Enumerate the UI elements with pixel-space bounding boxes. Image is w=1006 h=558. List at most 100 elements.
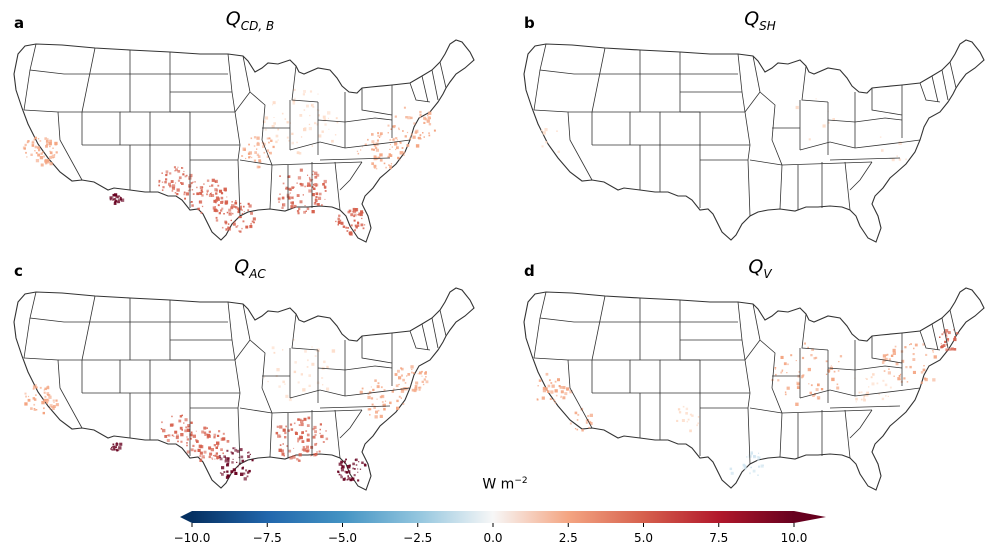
state-border bbox=[849, 161, 873, 191]
flux-dot bbox=[375, 168, 378, 170]
flux-dot bbox=[557, 378, 560, 382]
flux-dot bbox=[397, 369, 400, 373]
state-border bbox=[334, 161, 341, 211]
flux-dot bbox=[345, 471, 348, 474]
flux-dot bbox=[278, 448, 282, 452]
flux-dot bbox=[833, 370, 836, 373]
flux-dot bbox=[396, 406, 400, 410]
colorbar-unit: W m bbox=[482, 476, 515, 493]
flux-dot bbox=[553, 399, 556, 402]
flux-dot bbox=[334, 134, 337, 136]
flux-dot bbox=[174, 430, 178, 434]
flux-dot bbox=[748, 454, 752, 458]
flux-dot bbox=[358, 212, 361, 215]
flux-dot bbox=[280, 449, 284, 453]
flux-dot bbox=[197, 207, 200, 211]
flux-dot bbox=[118, 201, 121, 203]
flux-dot bbox=[110, 448, 112, 450]
flux-dot bbox=[338, 462, 342, 466]
flux-dot bbox=[417, 137, 420, 139]
flux-dot bbox=[119, 196, 122, 198]
flux-dot bbox=[302, 446, 305, 449]
flux-dot bbox=[256, 142, 260, 146]
flux-dot bbox=[328, 128, 330, 130]
flux-dot bbox=[898, 375, 901, 377]
flux-dot bbox=[226, 440, 230, 443]
flux-dot bbox=[865, 377, 867, 380]
flux-dot bbox=[117, 200, 120, 204]
flux-dot bbox=[314, 430, 317, 434]
flux-dot bbox=[953, 329, 954, 331]
colorbar: W m−2 −10.0 −7.5 −5.0 −2.5 0.0 2.5 5.0 7.5 10 bbox=[170, 476, 840, 554]
flux-dot bbox=[569, 422, 572, 425]
flux-dot bbox=[53, 401, 55, 403]
flux-dot bbox=[313, 187, 316, 190]
flux-dot bbox=[284, 383, 286, 385]
flux-dot bbox=[30, 153, 33, 156]
flux-dot bbox=[759, 457, 761, 459]
flux-dot bbox=[258, 165, 261, 169]
flux-dot bbox=[322, 183, 325, 186]
flux-dot bbox=[948, 348, 952, 351]
flux-dot bbox=[284, 431, 287, 435]
flux-dot bbox=[185, 426, 188, 429]
flux-dot bbox=[40, 152, 43, 155]
flux-dot bbox=[248, 470, 251, 473]
flux-dot bbox=[171, 186, 175, 190]
flux-dot bbox=[784, 393, 787, 396]
flux-dot bbox=[171, 184, 176, 188]
flux-dot bbox=[201, 191, 204, 193]
flux-dot bbox=[220, 201, 224, 204]
flux-dot bbox=[301, 448, 305, 451]
flux-dot bbox=[34, 150, 36, 152]
flux-dot bbox=[350, 224, 353, 227]
flux-dot bbox=[220, 209, 223, 212]
flux-dot bbox=[37, 138, 40, 140]
flux-dot bbox=[947, 331, 951, 335]
flux-dot bbox=[226, 449, 229, 452]
flux-dot bbox=[24, 392, 27, 395]
flux-dot bbox=[247, 209, 250, 212]
flux-dot bbox=[262, 142, 266, 146]
flux-dot bbox=[389, 139, 392, 141]
flux-dot bbox=[43, 399, 47, 403]
flux-dot bbox=[249, 225, 253, 229]
flux-dot bbox=[228, 227, 231, 231]
state-border bbox=[919, 330, 941, 351]
flux-dot bbox=[898, 158, 902, 161]
flux-dot bbox=[242, 147, 246, 151]
flux-dot bbox=[52, 147, 54, 149]
flux-dot bbox=[355, 208, 357, 210]
flux-dot bbox=[111, 445, 114, 448]
flux-dot bbox=[838, 361, 840, 363]
flux-dot bbox=[273, 117, 275, 118]
flux-dot bbox=[373, 406, 376, 409]
flux-dot bbox=[311, 362, 315, 366]
flux-dot bbox=[395, 148, 397, 151]
flux-dot bbox=[208, 447, 211, 450]
flux-dot bbox=[290, 428, 294, 431]
state-border bbox=[249, 91, 273, 210]
flux-dot bbox=[377, 134, 380, 137]
flux-dot bbox=[44, 395, 47, 398]
flux-dot bbox=[375, 148, 379, 152]
flux-dot bbox=[48, 394, 51, 397]
flux-dot bbox=[697, 416, 700, 418]
flux-dot bbox=[377, 382, 380, 385]
flux-dot bbox=[308, 374, 311, 377]
flux-dot bbox=[352, 467, 354, 470]
flux-dot bbox=[941, 333, 944, 336]
flux-dot bbox=[291, 141, 294, 145]
flux-dot bbox=[47, 385, 49, 388]
flux-dot bbox=[277, 128, 280, 131]
flux-dot bbox=[339, 473, 341, 475]
flux-dot bbox=[39, 140, 42, 142]
flux-dot bbox=[807, 367, 811, 372]
flux-dot bbox=[781, 370, 783, 372]
panel-b: b QSH bbox=[510, 0, 1006, 250]
flux-dot bbox=[827, 121, 830, 124]
flux-dot bbox=[303, 417, 307, 421]
flux-dot bbox=[313, 184, 315, 187]
flux-dot bbox=[836, 386, 840, 390]
flux-dot bbox=[264, 128, 267, 131]
